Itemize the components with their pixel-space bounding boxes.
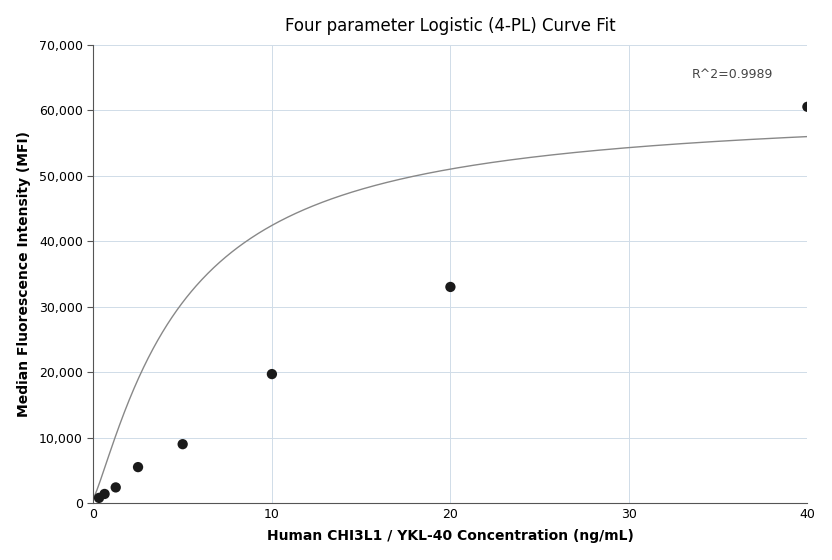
Point xyxy=(443,282,457,291)
Y-axis label: Median Fluorescence Intensity (MFI): Median Fluorescence Intensity (MFI) xyxy=(17,131,31,417)
Text: R^2=0.9989: R^2=0.9989 xyxy=(691,68,773,81)
Point xyxy=(131,463,145,472)
Point xyxy=(92,493,106,502)
Point xyxy=(176,440,190,449)
Point xyxy=(98,489,111,498)
Title: Four parameter Logistic (4-PL) Curve Fit: Four parameter Logistic (4-PL) Curve Fit xyxy=(285,17,616,35)
X-axis label: Human CHI3L1 / YKL-40 Concentration (ng/mL): Human CHI3L1 / YKL-40 Concentration (ng/… xyxy=(267,529,634,543)
Point xyxy=(800,102,814,111)
Point xyxy=(109,483,122,492)
Point xyxy=(265,370,279,379)
